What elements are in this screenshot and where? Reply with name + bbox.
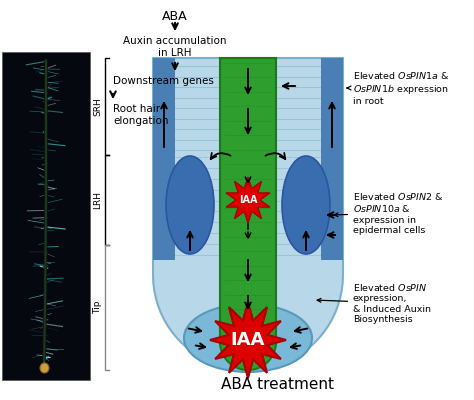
Text: Elevated $OsPIN1a$ &
$OsPIN1b$ expression
in root: Elevated $OsPIN1a$ & $OsPIN1b$ expressio… bbox=[347, 70, 450, 106]
Polygon shape bbox=[220, 58, 276, 370]
Ellipse shape bbox=[184, 304, 312, 372]
Ellipse shape bbox=[282, 156, 330, 254]
Text: IAA: IAA bbox=[239, 195, 257, 205]
Text: Tip: Tip bbox=[93, 301, 102, 314]
Text: ABA treatment: ABA treatment bbox=[221, 377, 335, 392]
Ellipse shape bbox=[40, 363, 49, 373]
Polygon shape bbox=[153, 58, 343, 370]
Text: Elevated $OsPIN2$ &
$OsPIN10a$ &
expression in
epidermal cells: Elevated $OsPIN2$ & $OsPIN10a$ & express… bbox=[334, 191, 444, 235]
Text: LRH: LRH bbox=[93, 191, 102, 209]
Text: ABA: ABA bbox=[162, 10, 188, 23]
Text: Auxin accumulation
in LRH: Auxin accumulation in LRH bbox=[123, 36, 227, 58]
Text: IAA: IAA bbox=[231, 331, 265, 349]
Polygon shape bbox=[226, 177, 270, 223]
Text: Elevated $OsPIN$
expression,
& Induced Auxin
Biosynthesis: Elevated $OsPIN$ expression, & Induced A… bbox=[317, 282, 431, 324]
Text: Downstream genes: Downstream genes bbox=[113, 76, 214, 86]
Polygon shape bbox=[210, 302, 286, 378]
Text: Root hair
elongation: Root hair elongation bbox=[113, 104, 168, 126]
Bar bbox=[321, 58, 343, 260]
Text: SRH: SRH bbox=[93, 97, 102, 116]
Ellipse shape bbox=[166, 156, 214, 254]
Bar bbox=[153, 58, 175, 260]
Bar bbox=[2, 52, 90, 380]
